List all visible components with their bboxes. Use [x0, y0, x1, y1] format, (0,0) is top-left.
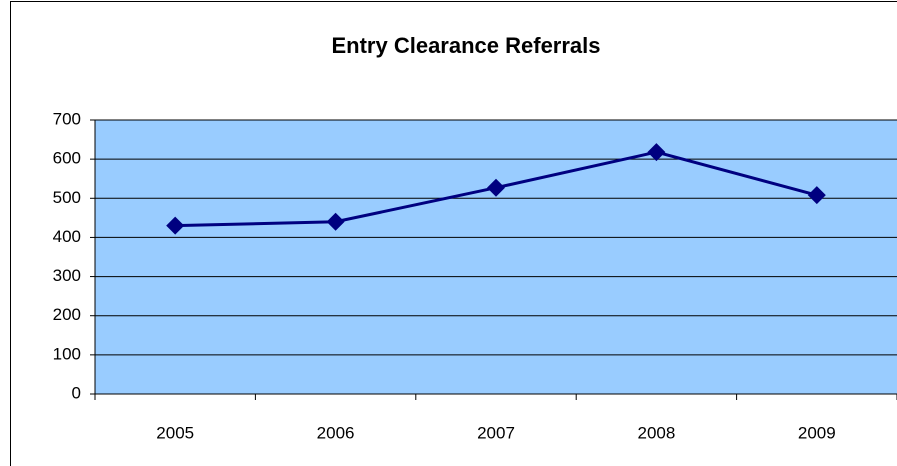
x-tick-label: 2007 — [477, 423, 515, 442]
plot-area — [95, 120, 897, 394]
x-tick-label: 2008 — [637, 423, 675, 442]
marker — [807, 186, 826, 205]
marker — [647, 143, 666, 162]
y-tick-label: 200 — [53, 305, 81, 324]
x-tick-label: 2005 — [156, 423, 194, 442]
y-tick-label: 500 — [53, 188, 81, 207]
y-tick-label: 0 — [72, 383, 81, 402]
x-tick-label: 2006 — [317, 423, 355, 442]
y-tick-label: 300 — [53, 266, 81, 285]
marker — [487, 178, 505, 197]
marker — [166, 216, 185, 235]
y-tick-label: 100 — [53, 344, 81, 363]
chart-title: Entry Clearance Referrals — [331, 33, 600, 58]
x-tick-label: 2009 — [798, 423, 836, 442]
y-tick-label: 400 — [53, 227, 81, 246]
marker — [326, 212, 345, 231]
y-tick-label: 600 — [53, 149, 81, 168]
y-tick-label: 700 — [53, 109, 81, 128]
